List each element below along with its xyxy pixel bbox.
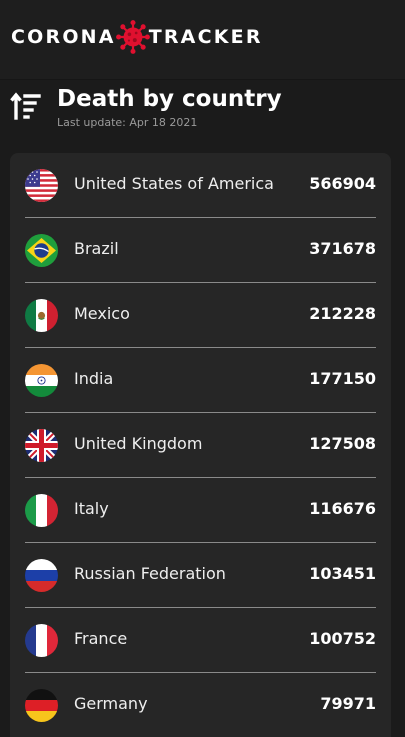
france-flag-icon	[25, 624, 58, 657]
virus-icon	[115, 20, 150, 54]
list-item[interactable]: France 100752	[25, 608, 376, 673]
death-count: 127508	[309, 434, 376, 453]
list-item[interactable]: Mexico 212228	[25, 283, 376, 348]
country-name: Mexico	[74, 304, 130, 323]
country-name: Italy	[74, 499, 109, 518]
country-name: France	[74, 629, 128, 648]
page-header: Death by country Last update: Apr 18 202…	[0, 80, 405, 150]
last-update-text: Last update: Apr 18 2021	[57, 116, 198, 129]
russia-flag-icon	[25, 559, 58, 592]
list-item[interactable]: Germany 79971	[25, 673, 376, 737]
country-list: United States of America 566904 Brazil 3…	[10, 153, 391, 737]
app-logo[interactable]: CORONA	[11, 17, 263, 57]
country-name: India	[74, 369, 114, 388]
logo-text-left: CORONA	[11, 26, 116, 48]
page-title: Death by country	[57, 86, 282, 112]
country-name: Russian Federation	[74, 564, 226, 583]
top-bar: CORONA	[0, 0, 405, 80]
death-count: 212228	[309, 304, 376, 323]
italy-flag-icon	[25, 494, 58, 527]
list-item[interactable]: United States of America 566904	[25, 153, 376, 218]
list-item[interactable]: Brazil 371678	[25, 218, 376, 283]
list-item[interactable]: India 177150	[25, 348, 376, 413]
country-name: Brazil	[74, 239, 119, 258]
india-flag-icon	[25, 364, 58, 397]
list-item[interactable]: United Kingdom 127508	[25, 413, 376, 478]
germany-flag-icon	[25, 689, 58, 722]
death-count: 79971	[320, 694, 376, 713]
death-count: 566904	[309, 174, 376, 193]
uk-flag-icon	[25, 429, 58, 462]
country-name: Germany	[74, 694, 148, 713]
death-count: 116676	[309, 499, 376, 518]
logo-text-right: TRACKER	[148, 26, 263, 48]
brazil-flag-icon	[25, 234, 58, 267]
death-count: 100752	[309, 629, 376, 648]
mexico-flag-icon	[25, 299, 58, 332]
list-item[interactable]: Russian Federation 103451	[25, 543, 376, 608]
death-count: 371678	[309, 239, 376, 258]
country-name: United States of America	[74, 174, 274, 193]
sort-descending-icon[interactable]	[10, 90, 42, 122]
list-item[interactable]: Italy 116676	[25, 478, 376, 543]
usa-flag-icon	[25, 169, 58, 202]
country-name: United Kingdom	[74, 434, 203, 453]
death-count: 177150	[309, 369, 376, 388]
death-count: 103451	[309, 564, 376, 583]
